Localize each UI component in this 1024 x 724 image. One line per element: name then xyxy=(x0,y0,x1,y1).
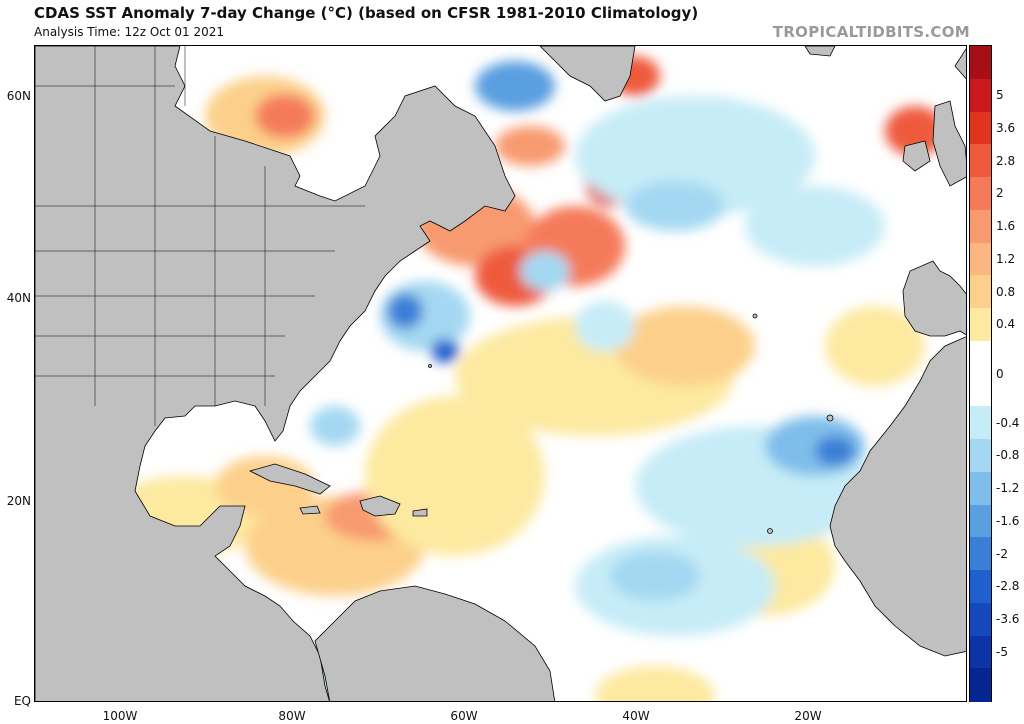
ireland-island xyxy=(902,140,931,172)
cuba-island xyxy=(248,463,331,495)
bermuda-island xyxy=(428,364,432,368)
canary-islands xyxy=(826,414,834,422)
greenland-landmass xyxy=(539,46,636,102)
colorbar-segment xyxy=(970,635,991,669)
colorbar-segment xyxy=(970,340,991,375)
iceland-landmass xyxy=(804,46,836,57)
hispaniola-island xyxy=(359,495,401,517)
colorbar-segment xyxy=(970,177,991,211)
colorbar-tick-label: 2 xyxy=(996,186,1004,201)
colorbar-segment xyxy=(970,471,991,506)
map-canvas xyxy=(35,46,966,701)
colorbar-segment xyxy=(970,242,991,276)
colorbar-segment xyxy=(970,373,991,407)
colorbar-tick-label: -0.4 xyxy=(996,415,1020,430)
great-britain-island xyxy=(932,100,966,187)
colorbar-segment xyxy=(970,439,991,473)
cape-verde-islands xyxy=(767,528,773,534)
colorbar-tick-label: -2 xyxy=(996,546,1008,561)
site-credit: TROPICALTIDBITS.COM xyxy=(772,23,970,41)
colorbar xyxy=(969,45,992,702)
colorbar-tick-label: 5 xyxy=(996,88,1004,103)
colorbar-tick-label: 2.8 xyxy=(996,153,1016,168)
lat-label-40n: 40N xyxy=(6,291,31,305)
colorbar-segment xyxy=(970,46,991,80)
azores-islands xyxy=(752,313,758,319)
colorbar-segment xyxy=(970,570,991,604)
colorbar-segment xyxy=(970,504,991,538)
colorbar-tick-label: 1.2 xyxy=(996,251,1016,266)
colorbar-segment xyxy=(970,111,991,145)
colorbar-tick-label: 0.8 xyxy=(996,284,1016,299)
jamaica-island xyxy=(299,505,321,515)
colorbar-tick-label: -5 xyxy=(996,644,1008,659)
puerto-rico-island xyxy=(412,508,428,517)
europe-landmass xyxy=(902,48,966,337)
lon-label-40w: 40W xyxy=(622,709,650,723)
colorbar-segment xyxy=(970,209,991,244)
analysis-time: Analysis Time: 12z Oct 01 2021 xyxy=(34,25,225,39)
colorbar-segment xyxy=(970,144,991,178)
colorbar-tick-label: -1.6 xyxy=(996,513,1020,528)
africa-landmass xyxy=(829,336,966,657)
sst-anomaly-map xyxy=(34,45,967,702)
colorbar-tick-label: 3.6 xyxy=(996,120,1016,135)
colorbar-tick-label: 0 xyxy=(996,366,1004,381)
colorbar-tick-label: -3.6 xyxy=(996,612,1020,627)
lat-label-60n: 60N xyxy=(6,89,31,103)
lon-label-80w: 80W xyxy=(278,709,306,723)
colorbar-tick-label: 1.6 xyxy=(996,219,1016,234)
colorbar-segment xyxy=(970,78,991,113)
colorbar-segment xyxy=(970,308,991,342)
colorbar-segment xyxy=(970,537,991,571)
colorbar-tick-label: 0.4 xyxy=(996,317,1016,332)
lon-label-20w: 20W xyxy=(794,709,822,723)
colorbar-segment xyxy=(970,406,991,440)
south-america-landmass xyxy=(314,585,556,701)
map-title: CDAS SST Anomaly 7-day Change (°C) (base… xyxy=(34,4,699,22)
colorbar-segment xyxy=(970,275,991,309)
colorbar-tick-label: -0.8 xyxy=(996,448,1020,463)
colorbar-segment xyxy=(970,668,991,702)
colorbar-segment xyxy=(970,602,991,637)
state-borders xyxy=(35,46,365,426)
colorbar-tick-label: -2.8 xyxy=(996,579,1020,594)
colorbar-tick-label: -1.2 xyxy=(996,481,1020,496)
lat-label-20n: 20N xyxy=(6,494,31,508)
lon-label-100w: 100W xyxy=(102,709,138,723)
lon-label-60w: 60W xyxy=(450,709,478,723)
lat-label-eq: EQ xyxy=(13,694,31,708)
